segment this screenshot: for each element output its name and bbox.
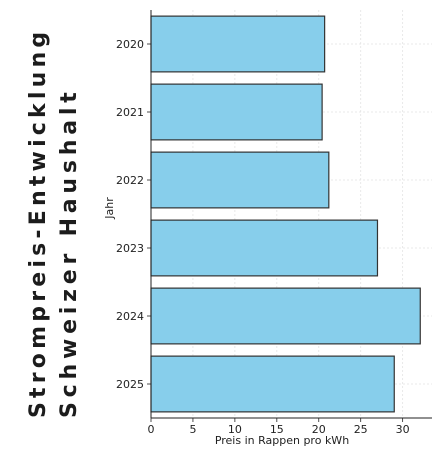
bar-group <box>150 15 421 413</box>
bar-2025 <box>150 355 395 413</box>
bar-2021 <box>150 83 323 141</box>
x-tick-label: 20 <box>312 423 326 436</box>
x-axis-label: Preis in Rappen pro kWh <box>215 434 349 447</box>
x-tick-label: 30 <box>396 423 410 436</box>
y-tick-label: 2024 <box>116 310 144 323</box>
bar-2020 <box>150 15 326 73</box>
x-tick-label: 10 <box>228 423 242 436</box>
chart-side-title: Strompreis-Entwicklung Schweizer Haushal… <box>26 28 82 418</box>
y-tick-label: 2021 <box>116 106 144 119</box>
y-tick-label: 2022 <box>116 174 144 187</box>
side-title-line-2: Schweizer Haushalt <box>57 87 82 418</box>
bar-2022 <box>150 151 330 209</box>
side-title-line-1: Strompreis-Entwicklung <box>26 28 51 418</box>
y-axis-label: Jahr <box>103 197 116 220</box>
bar-2024 <box>150 287 421 345</box>
x-tick-label: 5 <box>189 423 196 436</box>
x-tick-label: 25 <box>354 423 368 436</box>
y-tick-label: 2023 <box>116 242 144 255</box>
y-tick-label: 2020 <box>116 38 144 51</box>
bar-2023 <box>150 219 379 277</box>
y-tick-label: 2025 <box>116 378 144 391</box>
x-tick-label: 15 <box>270 423 284 436</box>
x-tick-label: 0 <box>148 423 155 436</box>
